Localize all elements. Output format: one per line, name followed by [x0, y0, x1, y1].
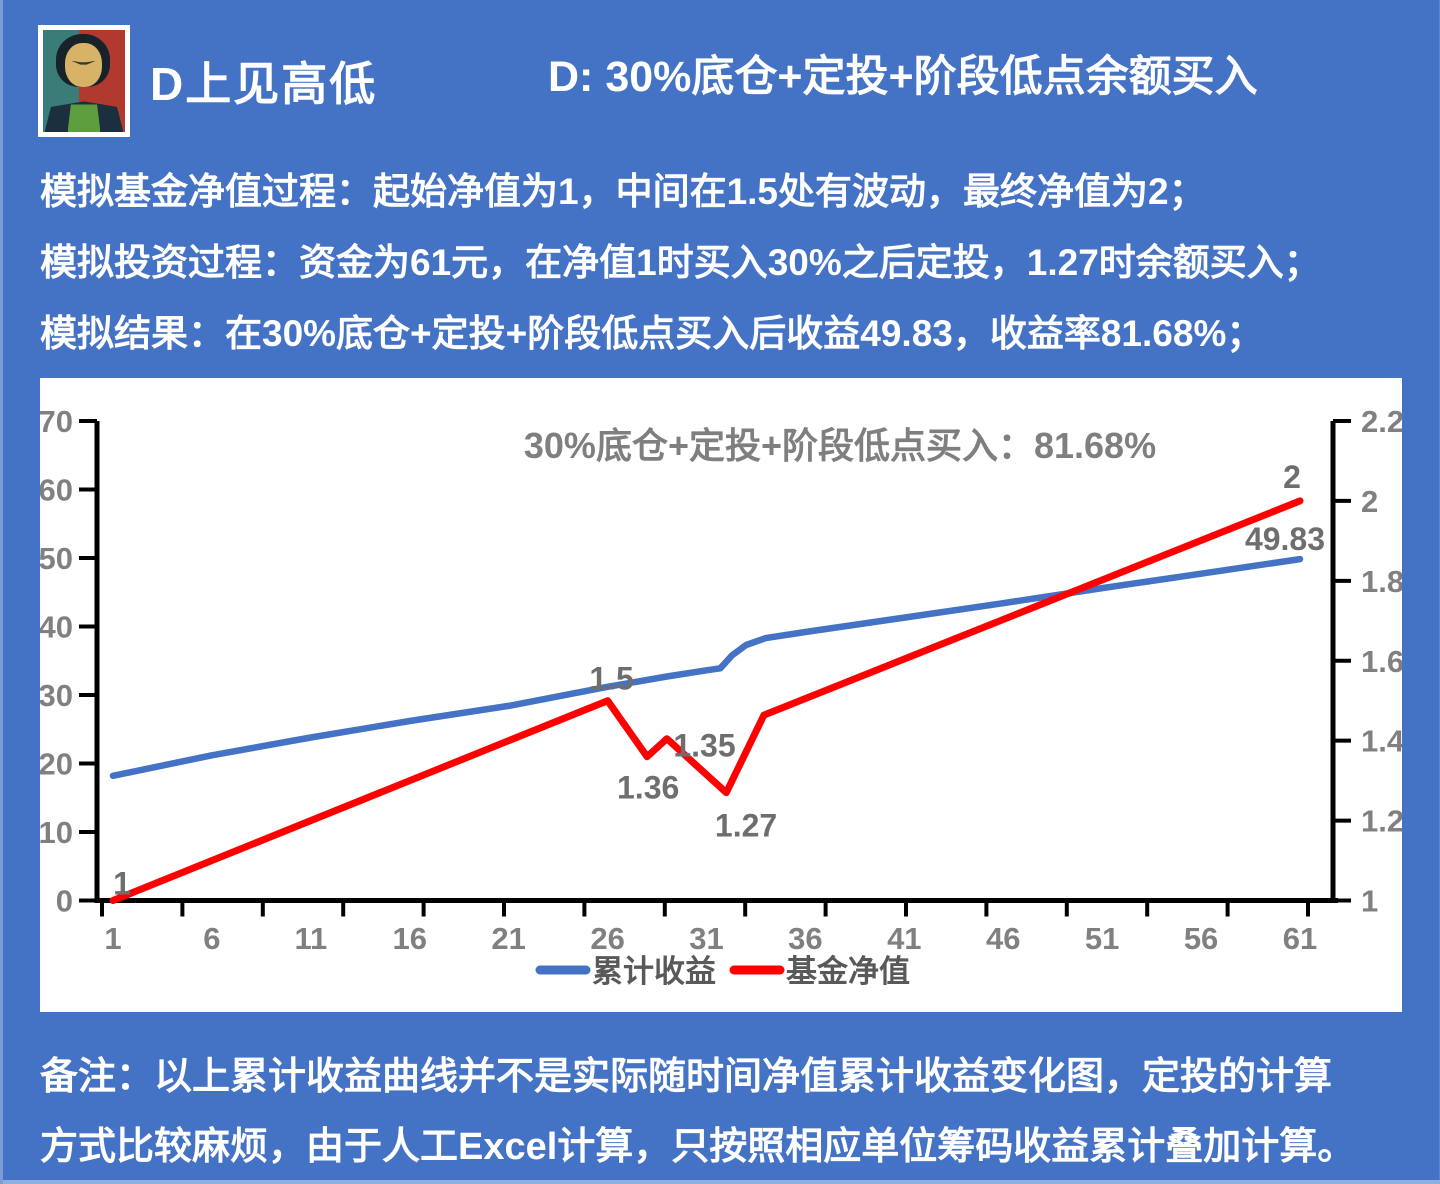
right-axis-tick-label: 1.4 — [1361, 724, 1402, 759]
simulation-description: 模拟基金净值过程：起始净值为1，中间在1.5处有波动，最终净值为2； 模拟投资过… — [40, 156, 1420, 369]
x-axis-tick-label: 41 — [887, 921, 921, 956]
x-axis-tick-label: 16 — [393, 921, 427, 956]
x-axis-tick-label: 11 — [294, 921, 327, 956]
x-axis-tick-label: 21 — [491, 921, 525, 956]
left-axis-tick-label: 70 — [40, 404, 73, 439]
description-line-2: 模拟投资过程：资金为61元，在净值1时买入30%之后定投，1.27时余额买入； — [40, 242, 1321, 283]
description-line-1: 模拟基金净值过程：起始净值为1，中间在1.5处有波动，最终净值为2； — [40, 171, 1206, 212]
cumulative-return-line — [109, 555, 1304, 780]
right-axis-tick-label: 1 — [1361, 884, 1378, 919]
description-line-3: 模拟结果：在30%底仓+定投+阶段低点买入后收益49.83，收益率81.68%； — [40, 313, 1264, 354]
x-axis-tick-label: 51 — [1085, 921, 1119, 956]
left-axis-tick-label: 40 — [40, 609, 73, 644]
fund-nav-line — [109, 497, 1304, 904]
legend-label: 基金净值 — [786, 954, 910, 989]
x-axis-tick-label: 36 — [788, 921, 822, 956]
avatar-shirt — [67, 104, 101, 132]
x-axis-tick-label: 31 — [689, 921, 723, 956]
x-axis-tick-label: 6 — [203, 921, 220, 956]
data-label: 2 — [1283, 459, 1301, 495]
x-axis-tick-label: 1 — [104, 921, 121, 956]
data-label: 1.5 — [589, 661, 633, 697]
right-axis-tick-label: 1.8 — [1361, 564, 1402, 599]
footer-note-line-2: 方式比较麻烦，由于人工Excel计算，只按照相应单位筹码收益累计叠加计算。 — [40, 1126, 1356, 1168]
chart: 30%底仓+定投+阶段低点买入：81.68% 70 60 50 40 30 20 10 0 2.2… — [40, 378, 1402, 1012]
x-axis-tick-label: 26 — [590, 921, 624, 956]
avatar-portrait-art — [43, 30, 125, 132]
data-label: 1 — [113, 866, 131, 902]
left-axis-tick-label: 30 — [40, 678, 73, 713]
x-axis-tick-label: 46 — [986, 921, 1020, 956]
data-label: 1.35 — [673, 728, 735, 764]
avatar-face — [65, 43, 103, 88]
left-axis-tick-label: 0 — [56, 884, 73, 919]
data-label: 49.83 — [1245, 521, 1325, 557]
chart-title: 30%底仓+定投+阶段低点买入：81.68% — [524, 425, 1156, 466]
data-label: 1.27 — [715, 808, 777, 844]
right-axis-tick-label: 1.6 — [1361, 644, 1402, 679]
page-title: D: 30%底仓+定投+阶段低点余额买入 — [548, 53, 1258, 101]
avatar-eyes — [70, 60, 97, 65]
x-axis-tick-label: 61 — [1283, 921, 1317, 956]
x-axis-tick-label: 56 — [1184, 921, 1218, 956]
avatar — [38, 25, 130, 137]
brand-title: D上见高低 — [150, 58, 378, 110]
left-axis-tick-label: 10 — [40, 815, 73, 850]
left-axis-tick-label: 50 — [40, 541, 73, 576]
footer-note: 备注：以上累计收益曲线并不是实际随时间净值累计收益变化图，定投的计算 方式比较麻… — [40, 1042, 1420, 1182]
right-axis-tick-label: 2 — [1361, 484, 1378, 519]
footer-note-line-1: 备注：以上累计收益曲线并不是实际随时间净值累计收益变化图，定投的计算 — [40, 1056, 1333, 1098]
chart-svg: 30%底仓+定投+阶段低点买入：81.68% 70 60 50 40 30 20 10 0 2.2… — [40, 404, 1402, 989]
right-axis-tick-label: 1.2 — [1361, 804, 1402, 839]
left-axis-tick-label: 60 — [40, 472, 73, 507]
data-label: 1.36 — [617, 770, 679, 806]
right-axis-tick-label: 2.2 — [1361, 404, 1402, 439]
legend-label: 累计收益 — [592, 954, 716, 989]
left-axis-tick-label: 20 — [40, 746, 73, 781]
